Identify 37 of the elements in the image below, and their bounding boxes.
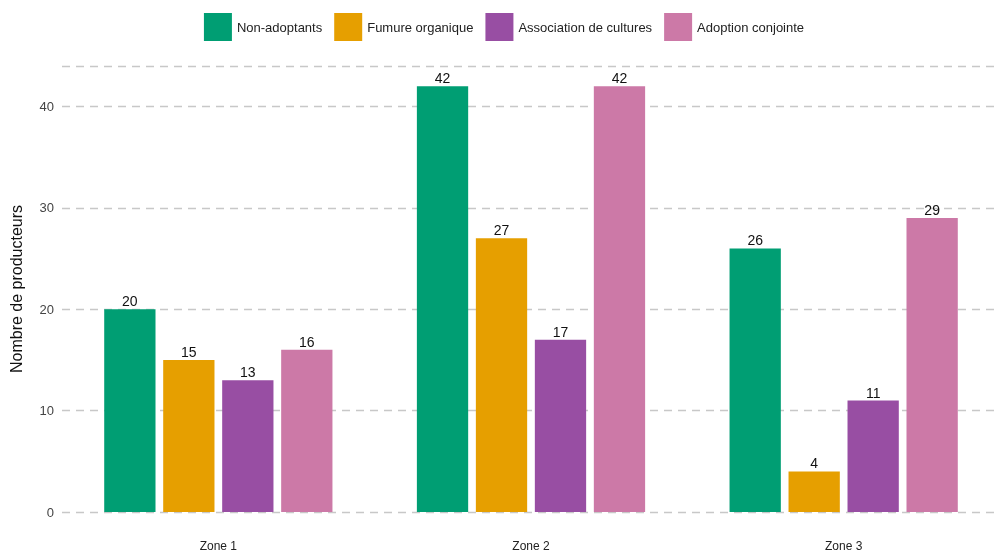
data-label: 4 bbox=[810, 455, 819, 472]
data-label: 17 bbox=[552, 323, 569, 340]
x-tick-label: Zone 1 bbox=[199, 539, 238, 553]
x-tick-label: Zone 3 bbox=[824, 539, 863, 553]
x-tick-label: Zone 2 bbox=[512, 539, 551, 553]
y-axis-title: Nombre de producteurs bbox=[7, 204, 25, 374]
bar bbox=[788, 471, 840, 512]
bar bbox=[593, 86, 646, 512]
data-label: 26 bbox=[747, 232, 764, 249]
legend-label: Non-adoptants bbox=[236, 19, 323, 35]
data-label: 29 bbox=[924, 202, 941, 219]
data-label: 42 bbox=[434, 70, 451, 87]
bar bbox=[906, 218, 958, 512]
legend-label: Adoption conjointe bbox=[697, 19, 805, 35]
data-label: 42 bbox=[611, 70, 628, 87]
bar bbox=[475, 238, 528, 512]
data-label: 13 bbox=[240, 364, 256, 381]
bar bbox=[222, 380, 274, 512]
data-label: 15 bbox=[181, 343, 197, 360]
y-tick-label: 20 bbox=[39, 301, 54, 317]
legend-label: Association de cultures bbox=[518, 19, 653, 35]
y-tick-label: 0 bbox=[46, 504, 54, 520]
legend-label: Fumure organique bbox=[367, 19, 474, 35]
y-tick-label: 10 bbox=[39, 403, 54, 419]
data-label: 20 bbox=[122, 293, 138, 310]
bar bbox=[847, 400, 899, 512]
bar bbox=[534, 339, 587, 512]
data-label: 27 bbox=[493, 222, 510, 239]
bar bbox=[104, 309, 156, 512]
bar bbox=[729, 248, 781, 512]
bar bbox=[163, 359, 215, 512]
data-label: 16 bbox=[299, 333, 315, 350]
bar bbox=[281, 349, 333, 512]
bar bbox=[416, 86, 469, 512]
y-tick-label: 40 bbox=[39, 99, 54, 115]
y-tick-label: 30 bbox=[39, 200, 54, 216]
data-label: 11 bbox=[865, 384, 881, 401]
